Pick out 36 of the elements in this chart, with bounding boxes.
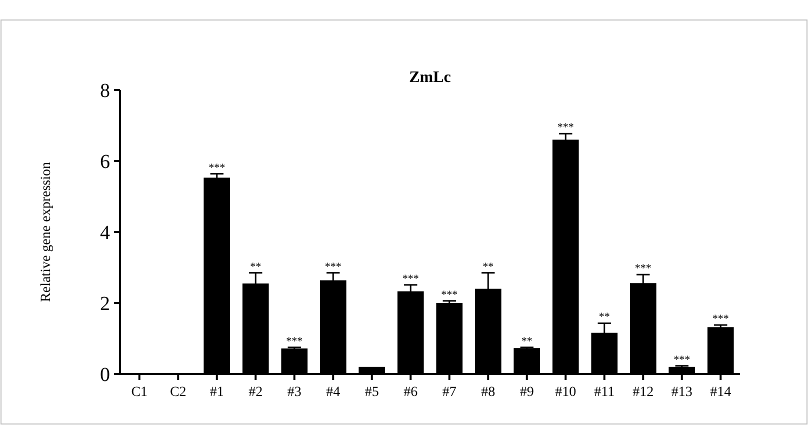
x-tick-label: #5 [364,385,379,400]
chart-title: ZmLc [409,69,451,86]
x-tick-label: #6 [404,385,418,400]
annotation: ** [598,311,610,324]
x-tick-label: #8 [481,385,496,400]
x-tick-label: #13 [671,385,692,400]
annotation: *** [208,162,226,174]
y-tick-label: 2 [100,293,110,315]
x-tick-label: C2 [170,385,186,400]
y-tick-label: 4 [100,222,110,244]
y-tick-label: 8 [100,80,110,102]
annotation: ** [482,260,494,273]
x-tick-label: #7 [442,385,456,400]
x-tick-label: #11 [594,385,615,400]
annotation: *** [286,335,303,348]
y-tick-label: 6 [100,151,110,173]
x-tick-label: #4 [326,385,340,400]
annotation: ** [250,260,262,273]
x-tick-label: #10 [555,385,576,400]
annotation: *** [324,260,342,273]
x-tick-label: #2 [248,385,263,400]
x-tick-label: #1 [210,385,224,400]
annotation: *** [634,262,652,275]
annotation: *** [441,288,458,301]
annotation: *** [674,354,690,366]
x-tick-label: #14 [710,385,732,400]
x-tick-label: C1 [131,385,148,400]
x-tick-label: #9 [520,385,534,400]
x-tick-label: #12 [632,385,654,400]
annotation: ** [521,335,532,348]
annotation: *** [402,272,419,285]
y-tick-label: 0 [100,364,110,386]
annotation: *** [557,122,574,134]
y-axis-title: Relative gene expression [39,162,54,302]
x-tick-label: #3 [287,385,302,400]
annotation: *** [712,313,729,326]
